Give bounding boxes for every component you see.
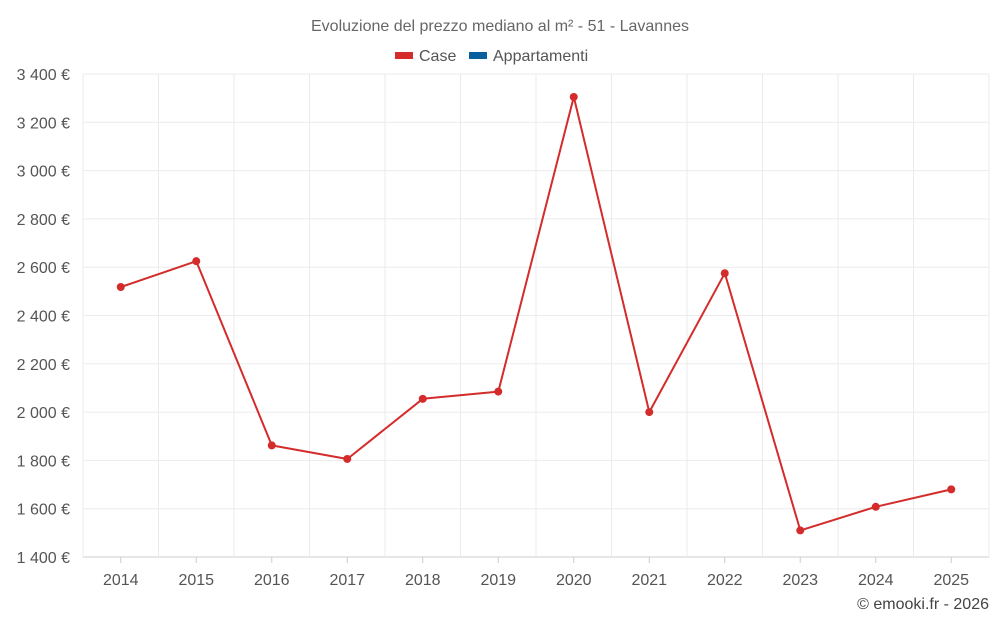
data-point-houses[interactable]: [569, 92, 578, 101]
x-tick-label: 2021: [631, 572, 667, 589]
data-point-houses[interactable]: [494, 387, 503, 396]
data-point-houses[interactable]: [645, 408, 654, 417]
x-tick-label: 2016: [254, 572, 290, 589]
credit-label: © emooki.fr - 2026: [857, 596, 989, 613]
x-tick-label: 2020: [556, 572, 592, 589]
y-tick-label: 2 400 €: [17, 309, 70, 326]
data-point-houses[interactable]: [418, 394, 427, 403]
x-tick-label: 2025: [933, 572, 969, 589]
y-tick-label: 3 000 €: [17, 164, 70, 181]
legend-item-houses[interactable]: Case: [395, 48, 456, 65]
y-tick-label: 1 600 €: [17, 502, 70, 519]
x-tick-label: 2022: [707, 572, 743, 589]
series-houses: [116, 92, 956, 535]
y-tick-label: 3 400 €: [17, 67, 70, 84]
data-point-houses[interactable]: [796, 526, 805, 535]
legend: Case Appartamenti: [395, 48, 588, 65]
data-point-houses[interactable]: [343, 454, 352, 463]
data-point-houses[interactable]: [947, 485, 956, 494]
x-tick-label: 2018: [405, 572, 441, 589]
x-tick-label: 2019: [480, 572, 516, 589]
y-tick-label: 1 400 €: [17, 550, 70, 567]
x-axis: 2014 2015 2016 2017 2018 2019 2020 2021 2022 2023…: [103, 557, 969, 589]
x-tick-label: 2023: [782, 572, 818, 589]
x-tick-label: 2015: [178, 572, 214, 589]
y-tick-label: 2 200 €: [17, 357, 70, 374]
data-point-houses[interactable]: [267, 441, 276, 450]
legend-label-houses: Case: [419, 48, 456, 65]
y-tick-label: 3 200 €: [17, 115, 70, 132]
y-tick-label: 1 800 €: [17, 453, 70, 470]
chart-title: Evoluzione del prezzo mediano al m² - 51…: [311, 18, 689, 35]
data-point-houses[interactable]: [116, 283, 125, 292]
grid: [82, 73, 990, 558]
legend-label-apartments: Appartamenti: [493, 48, 588, 65]
x-tick-label: 2017: [329, 572, 365, 589]
series-line-houses: [120, 95, 952, 532]
data-point-houses[interactable]: [871, 502, 880, 511]
y-axis: 1 400 € 1 600 € 1 800 € 2 000 € 2 200 € 2 400…: [17, 67, 70, 567]
legend-swatch-houses: [395, 52, 413, 59]
legend-item-apartments[interactable]: Appartamenti: [469, 48, 588, 65]
y-tick-label: 2 000 €: [17, 405, 70, 422]
y-tick-label: 2 600 €: [17, 260, 70, 277]
data-point-houses[interactable]: [720, 269, 729, 278]
x-tick-label: 2014: [103, 572, 139, 589]
x-tick-label: 2024: [858, 572, 894, 589]
data-point-houses[interactable]: [192, 257, 201, 266]
legend-swatch-apartments: [469, 52, 487, 59]
y-tick-label: 2 800 €: [17, 212, 70, 229]
